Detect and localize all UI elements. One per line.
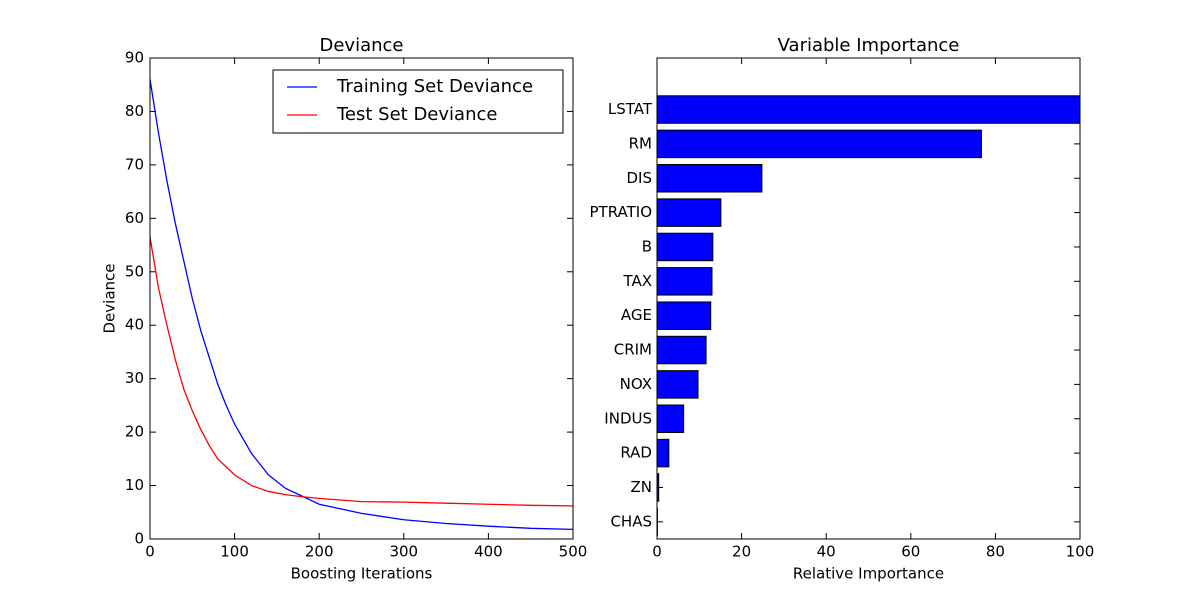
y-tick-label: AGE — [621, 306, 652, 324]
x-tick-label: 20 — [732, 543, 751, 561]
plot-frame — [656, 57, 1081, 540]
y-tick-label: B — [642, 237, 652, 255]
x-tick-label: 100 — [1066, 543, 1095, 561]
bar — [656, 404, 685, 433]
series-line — [149, 79, 574, 531]
x-tick-label: 80 — [986, 543, 1005, 561]
y-axis-label: Deviance — [101, 264, 119, 334]
chart-title: Variable Importance — [778, 35, 960, 56]
bar — [656, 301, 712, 330]
bar — [656, 335, 707, 365]
x-tick-label: 60 — [901, 543, 920, 561]
y-tick-label: 80 — [125, 102, 144, 120]
y-tick-label: 10 — [125, 476, 144, 494]
y-tick-label: PTRATIO — [589, 203, 652, 221]
x-axis-label: Relative Importance — [793, 565, 944, 583]
y-tick-label: RM — [629, 134, 652, 152]
x-tick-label: 0 — [652, 543, 662, 561]
y-tick-label: 20 — [125, 423, 144, 441]
y-tick-label: LSTAT — [608, 100, 653, 118]
y-tick-label: NOX — [620, 375, 652, 393]
y-tick-label: INDUS — [604, 409, 652, 427]
y-tick-label: 60 — [125, 209, 144, 227]
bar — [656, 198, 722, 227]
y-tick-label: 0 — [134, 530, 144, 548]
bar — [656, 95, 1081, 124]
bar — [656, 232, 714, 262]
y-tick-label: 90 — [125, 49, 144, 67]
legend-box — [272, 69, 564, 134]
y-tick-label: TAX — [622, 272, 652, 290]
legend-text: Training Set Deviance — [336, 76, 533, 97]
y-tick-label: CRIM — [614, 341, 652, 359]
bar — [656, 129, 982, 159]
series-line — [149, 236, 574, 507]
x-axis-label: Boosting Iterations — [291, 565, 433, 583]
y-tick-label: 30 — [125, 369, 144, 387]
plot-frame — [149, 57, 574, 540]
x-tick-label: 40 — [817, 543, 836, 561]
x-tick-label: 300 — [389, 543, 418, 561]
y-tick-label: RAD — [620, 444, 652, 462]
x-tick-label: 400 — [474, 543, 503, 561]
bar — [656, 164, 763, 193]
y-tick-label: ZN — [631, 478, 653, 496]
x-tick-label: 0 — [145, 543, 155, 561]
bar — [656, 370, 699, 399]
bar — [656, 267, 713, 296]
y-tick-label: 70 — [125, 155, 144, 173]
chart-title: Deviance — [320, 35, 404, 56]
legend-text: Test Set Deviance — [336, 104, 497, 125]
y-tick-label: 40 — [125, 316, 144, 334]
y-tick-label: 50 — [125, 262, 144, 280]
bar — [656, 438, 670, 468]
x-tick-label: 200 — [305, 543, 334, 561]
x-tick-label: 100 — [220, 543, 249, 561]
y-tick-label: DIS — [627, 169, 653, 187]
y-tick-label: CHAS — [610, 512, 652, 530]
x-tick-label: 500 — [559, 543, 588, 561]
